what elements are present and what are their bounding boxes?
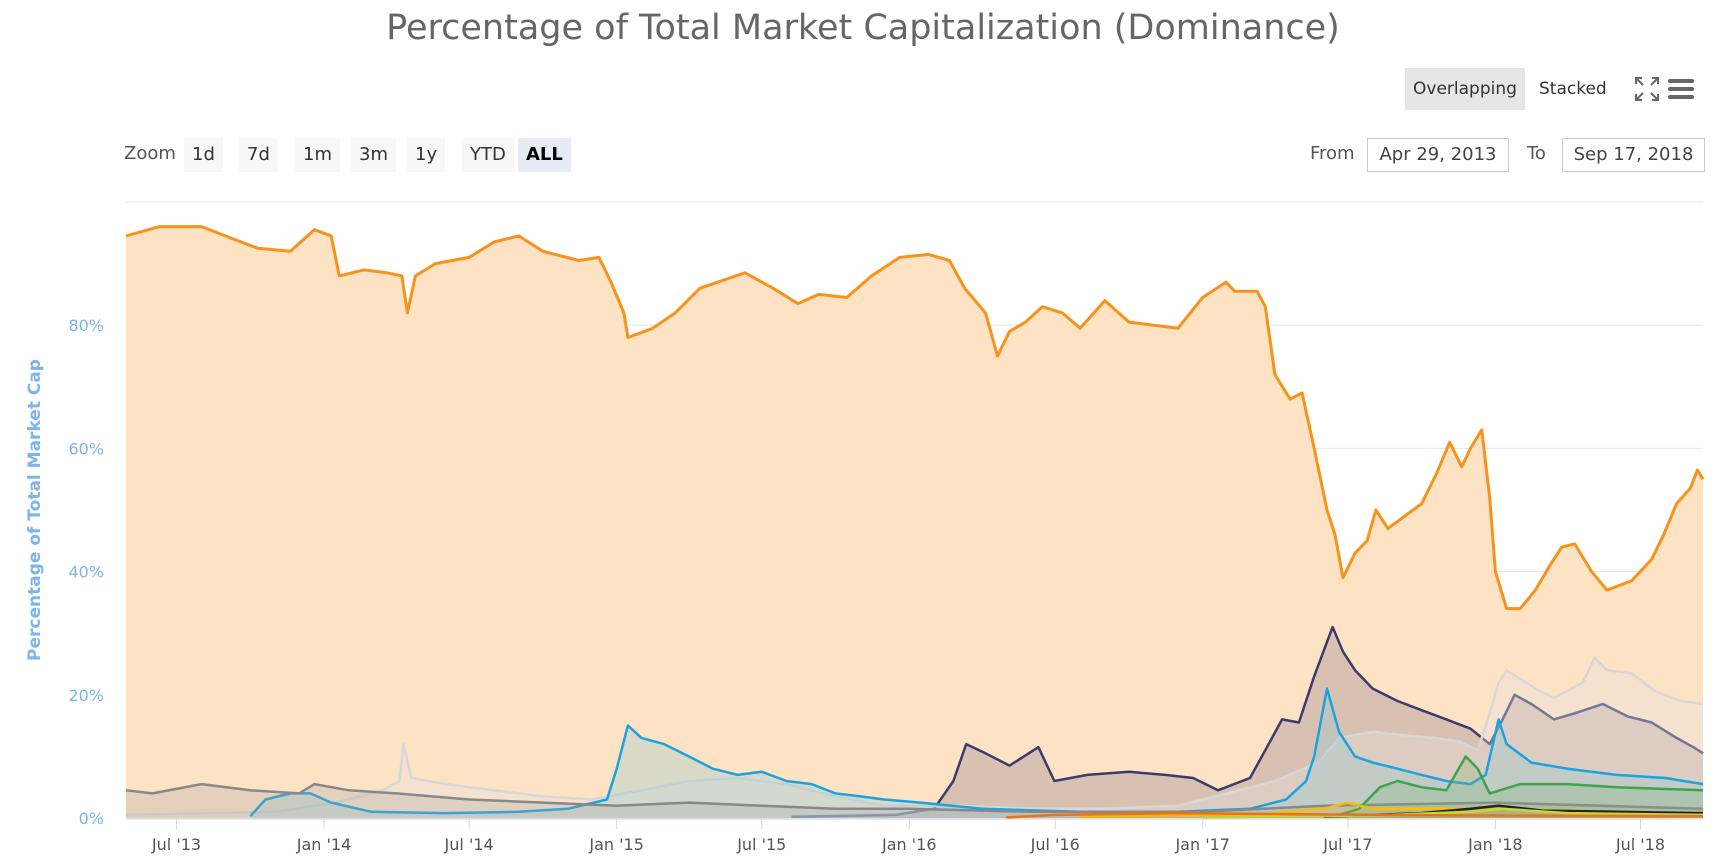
zoom-1d-button[interactable]: 1d [184, 138, 223, 172]
y-tick-label: 60% [68, 439, 104, 458]
overlapping-button[interactable]: Overlapping [1405, 68, 1525, 110]
fullscreen-icon[interactable] [1634, 76, 1660, 102]
series-area-0 [126, 226, 1703, 819]
fullscreen-glyph [1635, 77, 1659, 101]
stacked-button[interactable]: Stacked [1539, 79, 1607, 99]
y-tick-label: 0% [79, 809, 104, 828]
zoom-1m-button[interactable]: 1m [295, 138, 340, 172]
menu-glyph [1668, 79, 1694, 99]
series-line-9 [1006, 811, 1704, 819]
chart-title: Percentage of Total Market Capitalizatio… [386, 8, 1340, 48]
x-tick-label: Jan '16 [881, 835, 937, 854]
x-tick-label: Jan '18 [1467, 835, 1523, 854]
series-line-2 [125, 656, 1704, 817]
zoom-all-button[interactable]: ALL [518, 138, 571, 172]
to-label: To [1527, 143, 1546, 164]
y-tick-label: 20% [68, 686, 104, 705]
to-date-input[interactable]: Sep 17, 2018 [1562, 138, 1705, 172]
series-area-2 [126, 657, 1703, 818]
zoom-label: Zoom [124, 143, 176, 164]
series-line-1 [791, 625, 1704, 819]
series-area-6 [1080, 802, 1703, 818]
from-label: From [1310, 143, 1355, 164]
series-line-4 [125, 782, 1704, 814]
x-tick-label: Jul '13 [151, 835, 201, 854]
series-line-0 [125, 225, 1705, 611]
zoom-ytd-button[interactable]: YTD [462, 138, 514, 172]
x-tick-label: Jan '15 [588, 835, 644, 854]
x-tick-label: Jul '16 [1030, 835, 1080, 854]
y-tick-label: 80% [68, 316, 104, 335]
x-tick-label: Jul '18 [1615, 835, 1665, 854]
series-line-3 [249, 687, 1704, 818]
y-axis-title: Percentage of Total Market Cap [25, 359, 45, 661]
x-tick-label: Jul '15 [736, 835, 786, 854]
zoom-1y-button[interactable]: 1y [407, 138, 446, 172]
x-tick-label: Jul '14 [444, 835, 494, 854]
y-tick-label: 40% [68, 563, 104, 582]
x-tick-label: Jan '17 [1174, 835, 1230, 854]
series-area-5 [1335, 756, 1703, 818]
series-line-5 [1334, 755, 1704, 818]
hamburger-menu-icon[interactable] [1667, 76, 1694, 102]
x-tick-label: Jul '17 [1322, 835, 1372, 854]
zoom-3m-button[interactable]: 3m [351, 138, 396, 172]
zoom-7d-button[interactable]: 7d [239, 138, 278, 172]
series-area-3 [250, 688, 1703, 818]
x-tick-label: Jan '14 [296, 835, 352, 854]
series-area-1 [791, 627, 1703, 818]
from-date-input[interactable]: Apr 29, 2013 [1367, 138, 1509, 172]
